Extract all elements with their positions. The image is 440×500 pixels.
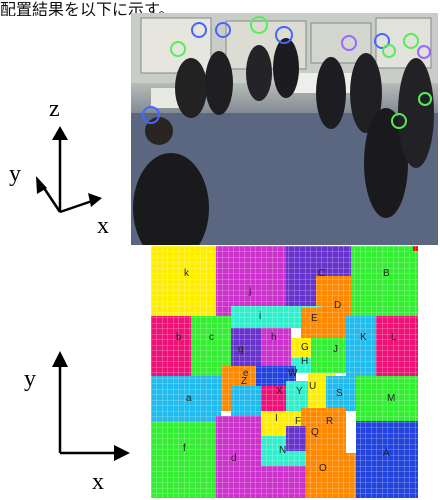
region-label: X [276,386,283,397]
region-label: Q [311,427,319,438]
region-label: N [279,445,286,456]
region-label: j [248,286,251,297]
region-label: M [387,393,395,404]
region-label: W [288,368,298,379]
detection-circle [418,92,432,106]
region-label: Y [296,386,303,397]
region-label: a [186,393,192,404]
region-label: L [391,332,397,343]
person [273,38,299,98]
detection-circle [250,16,268,34]
region-label: B [383,268,390,279]
person [205,51,233,115]
axes-3d: z y x [0,90,130,250]
detection-circle [417,45,431,59]
axis-label-x: x [97,213,109,239]
region-label: R [326,416,333,427]
region-label: E [311,313,318,324]
axis-label-z: z [49,96,60,122]
axis-label-y: y [24,366,36,392]
region-label: O [319,463,327,474]
region-label: H [301,356,308,367]
person [133,153,209,245]
person [175,58,207,118]
region-label: G [301,342,309,353]
person [316,57,346,129]
detection-circle [191,22,207,38]
grid-overlay [151,246,418,498]
person-head [145,117,173,145]
axes-2d: y x [0,335,140,495]
region-label: g [238,344,244,355]
detection-circle [215,22,231,38]
detection-circle [275,26,293,44]
detection-circle [391,113,407,129]
photo-illustration [131,13,438,245]
region-label: Z [241,376,247,387]
booth-panel [375,17,432,69]
region-label: f [183,443,186,454]
detection-circle [170,41,186,57]
region-label: d [231,453,237,464]
region-label: U [309,381,316,392]
region-label: b [176,332,182,343]
region-label: K [360,332,367,343]
region-label: h [271,332,277,343]
person [398,58,434,168]
region-label: c [209,332,214,343]
region-label: S [336,388,343,399]
axis-label-y: y [9,161,21,187]
region-label: I [275,413,278,424]
caption-text: 配置結果を以下に示す。 [0,2,175,16]
person [246,45,272,101]
region-label: C [318,268,325,279]
region-label: F [295,416,301,427]
detection-circle [142,106,160,124]
axes-3d-arrows [36,126,102,214]
person [350,53,382,133]
camera-photo [131,13,438,245]
detection-circle [403,33,419,49]
region-label: A [383,448,390,459]
region-label: J [333,344,338,355]
region-label: k [184,268,190,279]
detection-circle [374,33,390,49]
person [364,108,408,218]
region-label: D [334,300,341,311]
axes-2d-arrows [52,351,130,461]
region-label: e [243,368,249,379]
detection-circle [382,44,396,58]
region-label: i [259,311,261,322]
detection-circle [341,35,357,51]
axis-label-x: x [92,469,104,495]
